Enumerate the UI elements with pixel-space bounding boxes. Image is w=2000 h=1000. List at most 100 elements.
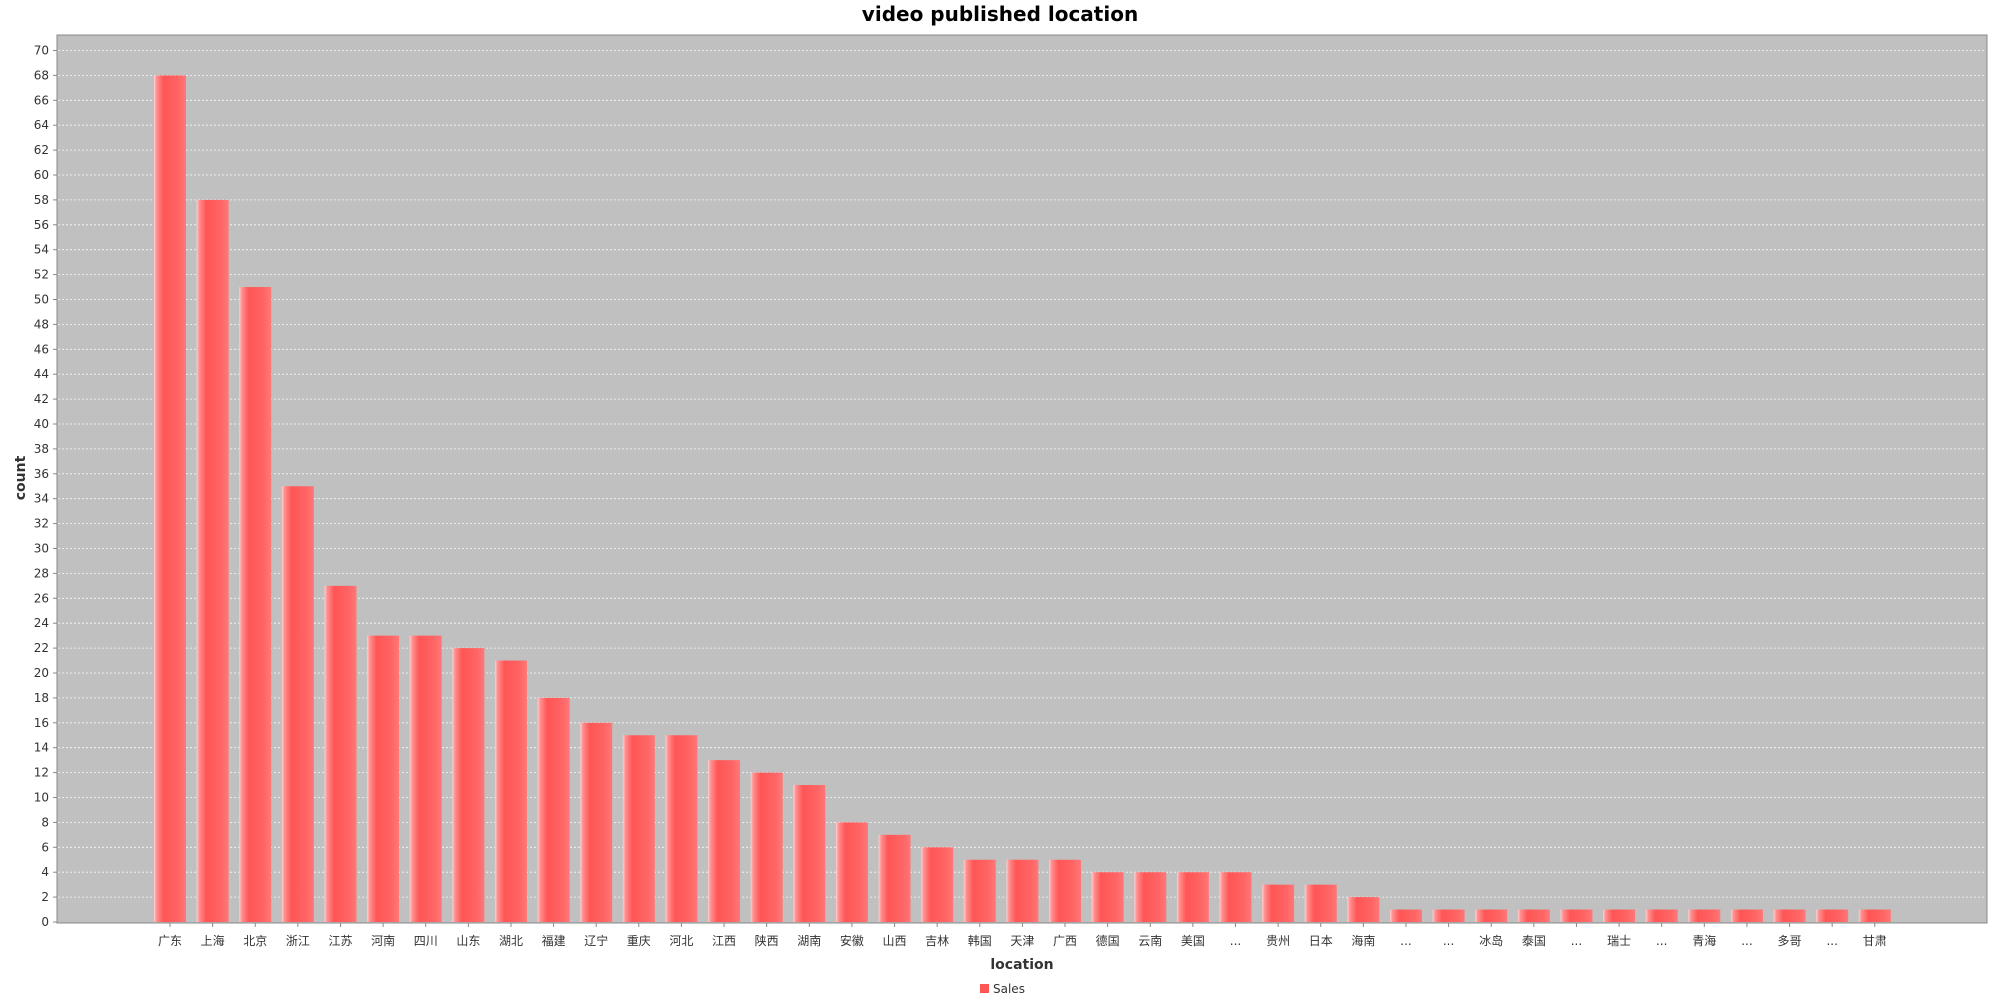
- y-tick-label: 66: [34, 93, 49, 107]
- x-tick-label: 德国: [1096, 933, 1120, 948]
- x-tick-label: 河南: [371, 933, 395, 948]
- x-tick-label: 广西: [1053, 934, 1077, 948]
- x-tick-label: ...: [1571, 934, 1582, 948]
- x-tick-label: 福建: [542, 933, 566, 948]
- x-tick-label: 江西: [712, 934, 736, 948]
- x-tick-label: 贵州: [1266, 934, 1290, 948]
- chart-title: video published location: [862, 2, 1138, 26]
- y-axis-ticks: 0246810121416182022242628303234363840424…: [34, 44, 57, 929]
- bar: [1134, 872, 1167, 922]
- x-tick-label: 上海: [201, 933, 225, 948]
- y-tick-label: 8: [41, 815, 49, 829]
- x-axis-label: location: [990, 957, 1053, 973]
- y-tick-label: 60: [34, 168, 49, 182]
- bar: [452, 648, 485, 922]
- legend-label: Sales: [993, 982, 1025, 996]
- bar: [708, 760, 741, 922]
- bar: [1645, 909, 1678, 922]
- y-tick-label: 14: [34, 741, 49, 755]
- y-tick-label: 64: [34, 118, 49, 132]
- bar: [154, 75, 186, 922]
- bar: [878, 834, 911, 922]
- x-tick-label: 四川: [414, 934, 438, 948]
- x-tick-label: 陕西: [755, 933, 779, 948]
- x-tick-label: 重庆: [627, 934, 651, 948]
- bar: [1560, 909, 1593, 922]
- bar: [1730, 909, 1763, 922]
- y-tick-label: 6: [41, 840, 49, 854]
- y-tick-label: 30: [34, 542, 49, 556]
- bar: [1603, 909, 1636, 922]
- bar: [1006, 859, 1039, 922]
- y-tick-label: 48: [34, 317, 49, 331]
- bar: [793, 785, 826, 922]
- bar: [1347, 897, 1380, 922]
- x-tick-label: 浙江: [286, 934, 310, 948]
- y-tick-label: 62: [34, 143, 49, 157]
- bar: [196, 199, 229, 922]
- y-tick-label: 50: [34, 293, 49, 307]
- x-tick-label: 湖北: [499, 933, 523, 948]
- x-tick-label: ...: [1826, 934, 1837, 948]
- y-tick-label: 0: [41, 915, 49, 929]
- legend: Sales: [980, 982, 1025, 996]
- bar: [537, 697, 570, 922]
- bar: [1688, 909, 1721, 922]
- x-tick-label: ...: [1400, 934, 1411, 948]
- y-tick-label: 28: [34, 566, 49, 580]
- y-tick-label: 56: [34, 218, 49, 232]
- y-tick-label: 36: [34, 467, 49, 481]
- y-tick-label: 40: [34, 417, 49, 431]
- y-tick-label: 52: [34, 268, 49, 282]
- bar: [1432, 909, 1465, 922]
- bar: [281, 486, 314, 922]
- x-tick-label: 瑞士: [1607, 934, 1631, 948]
- x-tick-label: 天津: [1010, 934, 1034, 948]
- bar: [835, 822, 868, 922]
- bar: [409, 635, 442, 922]
- y-tick-label: 34: [34, 492, 49, 506]
- bar: [1773, 909, 1806, 922]
- x-tick-label: 山东: [456, 934, 480, 948]
- x-tick-label: 韩国: [968, 933, 992, 948]
- bar: [963, 859, 996, 922]
- legend-swatch: [980, 984, 989, 993]
- bar: [1858, 909, 1891, 922]
- x-axis-ticks: 广东 上海 北京 浙江 江苏 河南 四川 山东 湖北 福建 辽宁 重庆 河北 江西 陕西 湖南 安徽 山西 吉林 韩国…: [158, 923, 1887, 948]
- x-tick-label: 山西: [883, 934, 907, 948]
- x-tick-label: 北京: [243, 934, 267, 948]
- x-tick-label: 湖南: [797, 933, 821, 948]
- bar: [1475, 909, 1508, 922]
- y-tick-label: 26: [34, 591, 49, 605]
- y-tick-label: 70: [34, 44, 49, 58]
- y-tick-label: 46: [34, 342, 49, 356]
- x-tick-label: 美国: [1181, 934, 1205, 948]
- bar: [324, 585, 357, 922]
- y-tick-label: 42: [34, 392, 49, 406]
- y-tick-label: 68: [34, 68, 49, 82]
- bar: [750, 772, 783, 922]
- x-tick-label: ...: [1230, 934, 1241, 948]
- y-tick-label: 16: [34, 716, 49, 730]
- bar: [1816, 909, 1849, 922]
- bar: [1517, 909, 1550, 922]
- y-tick-label: 18: [34, 691, 49, 705]
- y-tick-label: 4: [41, 865, 49, 879]
- x-tick-label: 甘肃: [1863, 934, 1887, 948]
- bar: [921, 847, 954, 922]
- y-tick-label: 24: [34, 616, 49, 630]
- x-tick-label: 云南: [1138, 933, 1162, 948]
- bar: [665, 735, 698, 922]
- x-tick-label: ...: [1443, 934, 1454, 948]
- x-tick-label: 海南: [1351, 933, 1375, 948]
- x-tick-label: 江苏: [328, 934, 352, 948]
- bar: [1176, 872, 1209, 922]
- x-tick-label: 青海: [1692, 933, 1716, 948]
- y-tick-label: 2: [41, 890, 49, 904]
- bar: [1091, 872, 1124, 922]
- bar: [239, 287, 272, 922]
- x-tick-label: 多哥: [1778, 934, 1802, 948]
- bar: [1262, 884, 1295, 922]
